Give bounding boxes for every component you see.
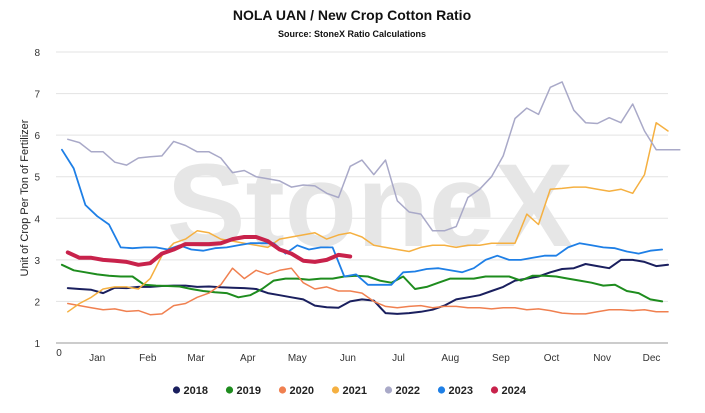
legend-marker-2021 (331, 386, 340, 394)
legend-label-2019: 2019 (237, 385, 261, 397)
x-tick-label-jan: Jan (89, 353, 105, 364)
legend-marker-2023 (437, 386, 446, 394)
legend-label-2024: 2024 (502, 385, 527, 397)
series-layer (60, 81, 681, 316)
legend-label-2023: 2023 (449, 385, 473, 397)
x-tick-label-jun: Jun (340, 353, 356, 364)
y-tick-label-7: 7 (34, 90, 40, 101)
x-tick-label-oct: Oct (544, 353, 560, 364)
x-tick-label-mar: Mar (187, 353, 205, 364)
x-tick-label-dec: Dec (643, 353, 661, 364)
y-tick-label-3: 3 (34, 256, 40, 267)
legend-label-2018: 2018 (184, 385, 208, 397)
legend-label-2020: 2020 (290, 385, 314, 397)
axis-layer: 1 2 3 4 5 6 7 8 0 Jan Feb Mar Apr May Jun Jul Aug Sep Oct N… (34, 48, 668, 364)
y-tick-label-2: 2 (34, 297, 40, 308)
watermark-logo: StoneX (167, 140, 574, 272)
x-tick-label-may: May (288, 353, 307, 364)
x-tick-label-feb: Feb (139, 353, 157, 364)
series-line-2019 (60, 263, 664, 303)
legend-marker-2020 (278, 386, 287, 394)
legend-marker-2019 (225, 386, 234, 394)
legend-marker-2024 (490, 386, 499, 394)
series-line-2024 (65, 235, 353, 267)
x-tick-label-jul: Jul (392, 353, 405, 364)
grid-layer (56, 51, 668, 302)
y-tick-label-5: 5 (34, 173, 40, 184)
y-tick-label-1: 1 (34, 339, 40, 350)
series-line-2023 (61, 148, 663, 286)
legend-label-2021: 2021 (343, 385, 367, 397)
legend-label-2022: 2022 (396, 385, 420, 397)
legend-marker-2018 (172, 386, 181, 394)
y-tick-label-8: 8 (34, 48, 40, 59)
y-tick-label-6: 6 (34, 131, 40, 142)
x-tick-label-aug: Aug (441, 353, 459, 364)
legend: 2018 2019 2020 2021 2022 2023 2024 (172, 385, 527, 397)
chart-title: NOLA UAN / New Crop Cotton Ratio (233, 7, 471, 23)
x-tick-label-origin: 0 (56, 348, 62, 359)
series-line-2020 (67, 267, 669, 316)
x-tick-label-apr: Apr (240, 353, 256, 364)
x-tick-label-sep: Sep (492, 353, 510, 364)
y-tick-label-4: 4 (34, 214, 40, 225)
chart-subtitle: Source: StoneX Ratio Calculations (278, 29, 426, 39)
legend-marker-2022 (384, 386, 393, 394)
y-axis-label: Unit of Crop Per Ton of Fertilizer (19, 119, 31, 276)
x-tick-label-nov: Nov (593, 353, 611, 364)
series-line-2022 (67, 81, 681, 232)
